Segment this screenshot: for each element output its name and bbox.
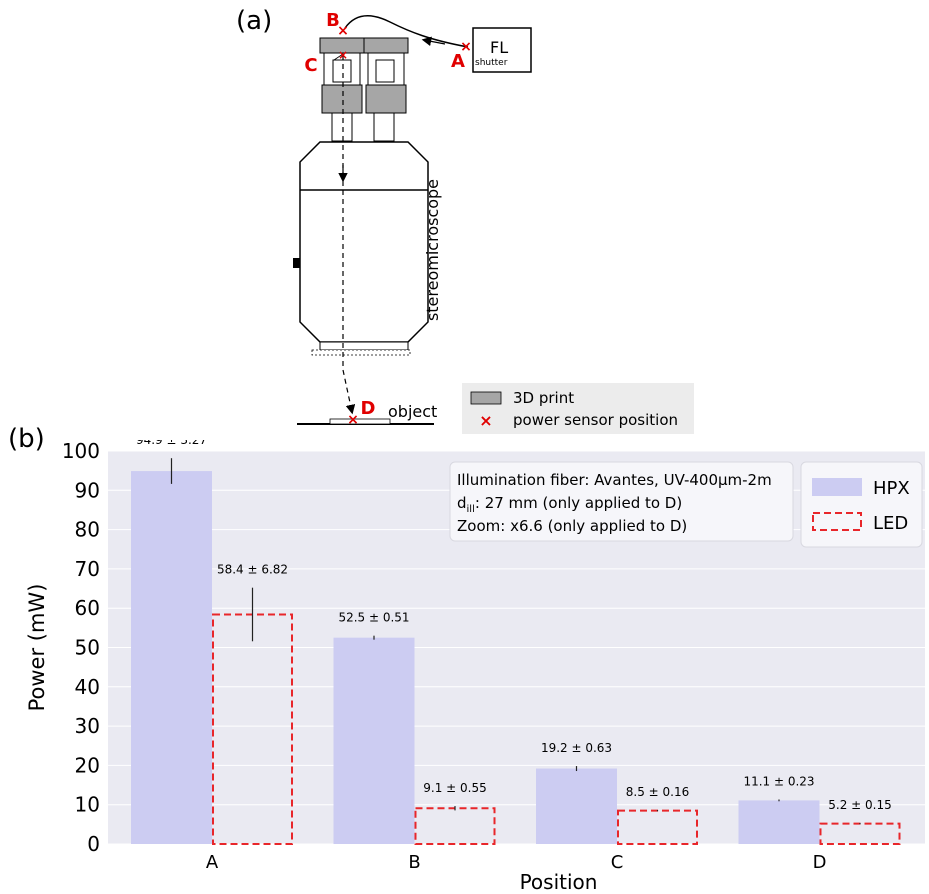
annotation-box: Illumination fiber: Avantes, UV-400µm-2m… <box>449 461 794 542</box>
y-tick-label: 90 <box>75 478 100 502</box>
data-label: 19.2 ± 0.63 <box>541 741 612 755</box>
legend-label-hpx: HPX <box>873 478 910 499</box>
x-tick-label: C <box>611 852 624 873</box>
panel-label-a: (a) <box>236 6 273 36</box>
x-tick-label: A <box>206 852 219 873</box>
y-tick-label: 10 <box>75 793 100 817</box>
legend-print-label: 3D print <box>513 389 574 407</box>
data-label: 94.9 ± 3.27 <box>136 440 207 447</box>
legend-frame <box>800 461 923 548</box>
data-label: 9.1 ± 0.55 <box>423 781 487 795</box>
diagram-legend: 3D print × power sensor position <box>462 383 694 434</box>
shutter-label: shutter <box>475 58 508 68</box>
stereomicroscope-label: stereomicroscope <box>423 179 442 321</box>
data-label: 58.4 ± 6.82 <box>217 563 288 577</box>
fl-label: FL <box>490 38 508 57</box>
legend-label-led: LED <box>873 513 908 534</box>
legend-sensor-label: power sensor position <box>513 411 678 429</box>
data-label: 52.5 ± 0.51 <box>338 611 409 625</box>
x-tick-label: D <box>813 852 827 873</box>
bar-hpx-c <box>536 768 617 844</box>
y-tick-label: 30 <box>75 714 100 738</box>
right-camera-adapter <box>363 37 409 142</box>
y-tick-label: 70 <box>75 557 100 581</box>
point-label-d: D <box>361 398 376 419</box>
data-label: 5.2 ± 0.15 <box>828 798 892 812</box>
bar-hpx-b <box>333 637 415 844</box>
data-label: 8.5 ± 0.16 <box>626 785 690 799</box>
annotation-line: Illumination fiber: Avantes, UV-400µm-2m <box>457 471 772 489</box>
power-bar-chart: 94.9 ± 3.27 58.4 ± 6.82 52.5 ± 0.51 9.1 ± 0… <box>25 440 925 894</box>
y-tick-label: 50 <box>75 636 100 660</box>
sensor-mark-d: × <box>347 412 359 428</box>
point-label-b: B <box>326 10 340 31</box>
chart-legend: HPX LED <box>800 461 923 548</box>
annotation-line: Zoom: x6.6 (only applied to D) <box>457 517 687 535</box>
grid-lines <box>108 450 925 845</box>
bars: 94.9 ± 3.27 58.4 ± 6.82 52.5 ± 0.51 9.1 ± 0… <box>131 440 901 845</box>
setup-diagram: stereomicroscope object FL shutter × × ×… <box>293 10 694 434</box>
x-axis: A B C D <box>206 852 827 873</box>
y-axis: 0 10 20 30 40 50 60 70 80 90 100 <box>62 440 100 856</box>
fiber-cable <box>344 15 469 48</box>
y-tick-label: 100 <box>62 440 100 463</box>
svg-text:×: × <box>479 411 492 430</box>
sensor-mark-a: × <box>460 39 472 55</box>
x-axis-label: Position <box>520 870 598 894</box>
y-tick-label: 80 <box>75 518 100 542</box>
legend-swatch-hpx <box>812 478 862 496</box>
data-label: 11.1 ± 0.23 <box>743 774 814 788</box>
y-tick-label: 0 <box>87 832 100 856</box>
bar-hpx-d <box>738 800 820 844</box>
annotation-line: dill: 27 mm (only applied to D) <box>457 494 682 515</box>
legend-swatch-led <box>812 512 862 531</box>
point-label-a: A <box>451 51 465 72</box>
y-axis-label: Power (mW) <box>25 584 49 712</box>
sensor-mark-c: × <box>338 48 348 62</box>
sensor-mark-b: × <box>337 23 349 39</box>
sensor-markers: × × × × A B C D <box>304 10 471 428</box>
y-tick-label: 40 <box>75 675 100 699</box>
y-tick-label: 20 <box>75 753 100 777</box>
microscope-body: stereomicroscope <box>293 141 442 356</box>
object-stage: object <box>297 402 437 425</box>
object-label: object <box>388 402 437 421</box>
fl-light-source: FL shutter <box>472 27 532 73</box>
point-label-c: C <box>304 55 317 76</box>
bar-hpx-a <box>131 471 212 844</box>
annotation-box-frame <box>449 461 794 542</box>
panel-label-b: (b) <box>8 424 45 454</box>
x-tick-label: B <box>408 852 420 873</box>
y-tick-label: 60 <box>75 596 100 620</box>
left-camera-adapter <box>319 37 365 142</box>
